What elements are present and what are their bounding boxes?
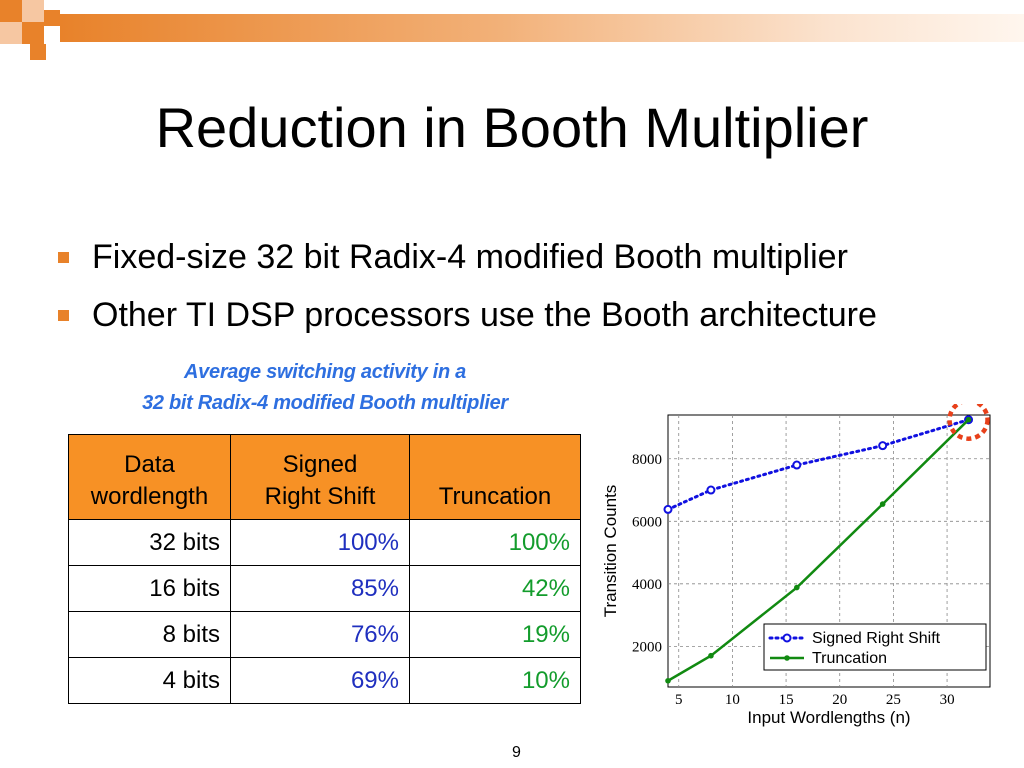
header-line: Right Shift [264, 483, 376, 510]
legend-marker [784, 655, 790, 661]
switching-activity-table: Data wordlength Signed Right Shift Trunc… [68, 434, 581, 704]
cell-signed-right-shift: 85% [230, 565, 410, 612]
data-point [792, 460, 802, 470]
bullet-item: Fixed-size 32 bit Radix-4 modified Booth… [58, 228, 877, 286]
caption-line: Average switching activity in a [184, 361, 466, 383]
legend-label: Truncation [812, 650, 887, 667]
y-tick-label: 2000 [632, 639, 662, 655]
cell-truncation: 19% [409, 611, 581, 658]
data-point [665, 677, 671, 684]
y-tick-label: 8000 [632, 452, 662, 468]
table-row: 4 bits 69% 10% [68, 657, 581, 704]
legend-label: Signed Right Shift [812, 630, 941, 647]
cell-signed-right-shift: 69% [230, 657, 410, 704]
legend-marker [782, 633, 792, 643]
data-point [965, 416, 972, 423]
data-point [794, 584, 800, 591]
table-row: 8 bits 76% 19% [68, 611, 581, 658]
x-tick-label: 10 [725, 692, 740, 708]
x-tick-label: 25 [886, 692, 901, 708]
cell-wordlength: 32 bits [68, 519, 231, 566]
data-point [706, 485, 716, 495]
cell-wordlength: 16 bits [68, 565, 231, 612]
page-number: 9 [512, 744, 521, 761]
slide-title: Reduction in Booth Multiplier [155, 96, 869, 159]
x-tick-label: 15 [779, 692, 794, 708]
cell-signed-right-shift: 76% [230, 611, 410, 658]
cell-wordlength: 4 bits [68, 657, 231, 704]
x-tick-label: 5 [675, 692, 683, 708]
header-accent-bar [60, 14, 1024, 42]
cell-truncation: 100% [409, 519, 581, 566]
bullet-text: Fixed-size 32 bit Radix-4 modified Booth… [92, 238, 848, 276]
x-axis-label: Input Wordlengths (n) [747, 708, 910, 727]
caption-line: 32 bit Radix-4 modified Booth multiplier [142, 392, 508, 414]
header-truncation: Truncation [409, 434, 581, 520]
cell-truncation: 10% [409, 657, 581, 704]
header-line: Truncation [438, 483, 552, 510]
x-tick-label: 30 [940, 692, 955, 708]
header-data-wordlength: Data wordlength [68, 434, 231, 520]
header-line: wordlength [90, 483, 209, 510]
cell-signed-right-shift: 100% [230, 519, 410, 566]
transition-counts-chart: 5 10 15 20 25 30 2000 4000 6000 8000 Input Wordlen… [601, 404, 991, 727]
table-row: 16 bits 85% 42% [68, 565, 581, 612]
data-point [878, 441, 888, 451]
cell-wordlength: 8 bits [68, 611, 231, 658]
square-bullet-icon [58, 252, 69, 263]
highlight-circle [947, 404, 990, 441]
bullet-item: Other TI DSP processors use the Booth ar… [58, 286, 877, 344]
x-tick-label: 20 [832, 692, 847, 708]
table-header-row: Data wordlength Signed Right Shift Trunc… [68, 434, 581, 520]
bullet-text: Other TI DSP processors use the Booth ar… [92, 296, 877, 334]
header-line: Signed [282, 451, 358, 478]
data-point [663, 504, 673, 514]
y-axis-label: Transition Counts [601, 485, 620, 618]
header-signed-right-shift: Signed Right Shift [230, 434, 410, 520]
cell-truncation: 42% [409, 565, 581, 612]
square-bullet-icon [58, 310, 69, 321]
header-line: Data [124, 451, 175, 478]
legend-box [763, 623, 987, 671]
bullet-list: Fixed-size 32 bit Radix-4 modified Booth… [58, 228, 877, 344]
data-point [708, 652, 714, 659]
table-caption: Average switching activity in a 32 bit R… [60, 357, 590, 419]
table-row: 32 bits 100% 100% [68, 519, 581, 566]
y-tick-label: 4000 [632, 577, 662, 593]
y-tick-label: 6000 [632, 514, 662, 530]
data-point [879, 501, 886, 507]
